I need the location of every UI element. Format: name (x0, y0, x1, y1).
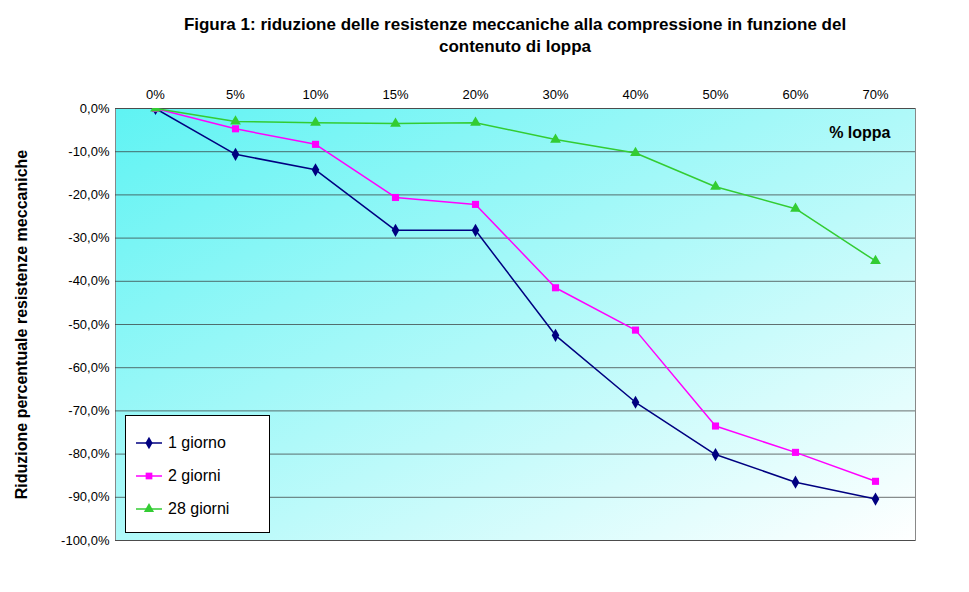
svg-text:-90,0%: -90,0% (68, 489, 110, 504)
svg-text:-40,0%: -40,0% (68, 273, 110, 288)
svg-text:-60,0%: -60,0% (68, 360, 110, 375)
svg-text:0,0%: 0,0% (80, 101, 110, 116)
svg-text:% loppa: % loppa (829, 124, 890, 141)
html-text:28 giorni: 28 giorni (168, 499, 230, 517)
html-text:1 giorno: 1 giorno (168, 433, 226, 451)
svg-text:60%: 60% (782, 87, 808, 102)
svg-text:70%: 70% (862, 87, 888, 102)
svg-text:-70,0%: -70,0% (68, 403, 110, 418)
svg-text:10%: 10% (302, 87, 328, 102)
html-text:Figura 1: riduzione delle resi: Figura 1: riduzione delle resistenze mec… (183, 15, 847, 56)
svg-text:0%: 0% (146, 87, 165, 102)
svg-text:-100,0%: -100,0% (61, 533, 110, 548)
svg-text:-30,0%: -30,0% (68, 230, 110, 245)
svg-text:20%: 20% (462, 87, 488, 102)
svg-text:-20,0%: -20,0% (68, 187, 110, 202)
svg-text:30%: 30% (542, 87, 568, 102)
svg-text:-10,0%: -10,0% (68, 144, 110, 159)
svg-text:15%: 15% (382, 87, 408, 102)
svg-text:50%: 50% (702, 87, 728, 102)
html-text:2 giorni: 2 giorni (168, 466, 221, 484)
svg-text:5%: 5% (226, 87, 245, 102)
svg-text:-50,0%: -50,0% (68, 317, 110, 332)
svg-text:40%: 40% (622, 87, 648, 102)
svg-text:Riduzione percentuale resisten: Riduzione percentuale resistenze meccani… (13, 150, 30, 500)
svg-text:-80,0%: -80,0% (68, 446, 110, 461)
